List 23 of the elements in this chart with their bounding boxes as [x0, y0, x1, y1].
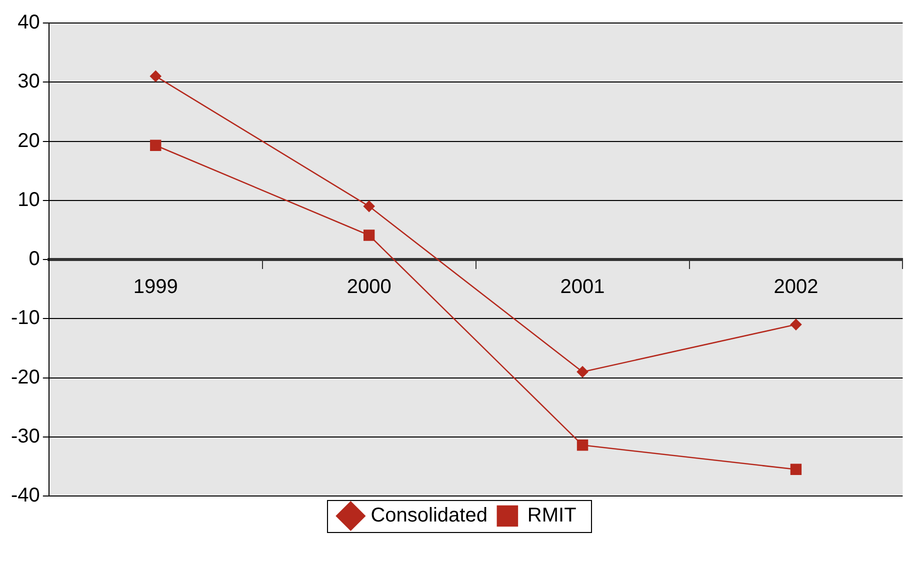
- x-tick-label: 2000: [346, 276, 392, 298]
- legend-label: RMIT: [527, 504, 576, 527]
- y-tick-label: -20: [11, 366, 40, 388]
- y-tick-label: 0: [28, 248, 40, 270]
- y-tick-label: -30: [11, 425, 40, 448]
- x-tick-label: 2002: [774, 276, 818, 298]
- point: [150, 70, 162, 82]
- y-tick-label: 10: [18, 188, 40, 211]
- x-tick-label: 1999: [133, 276, 178, 298]
- point: [576, 440, 588, 451]
- point: [363, 200, 375, 212]
- point: [576, 366, 588, 378]
- y-tick-label: -40: [11, 484, 40, 507]
- y-tick-label: -10: [11, 307, 40, 330]
- legend-label: Consolidated: [370, 504, 488, 527]
- y-tick-label: 30: [18, 70, 40, 93]
- point: [363, 230, 375, 241]
- point: [790, 318, 802, 330]
- y-tick-label: 20: [18, 130, 40, 152]
- y-tick-label: 40: [18, 12, 40, 34]
- point: [150, 140, 162, 151]
- point: [790, 464, 802, 475]
- x-tick-label: 2001: [560, 276, 605, 298]
